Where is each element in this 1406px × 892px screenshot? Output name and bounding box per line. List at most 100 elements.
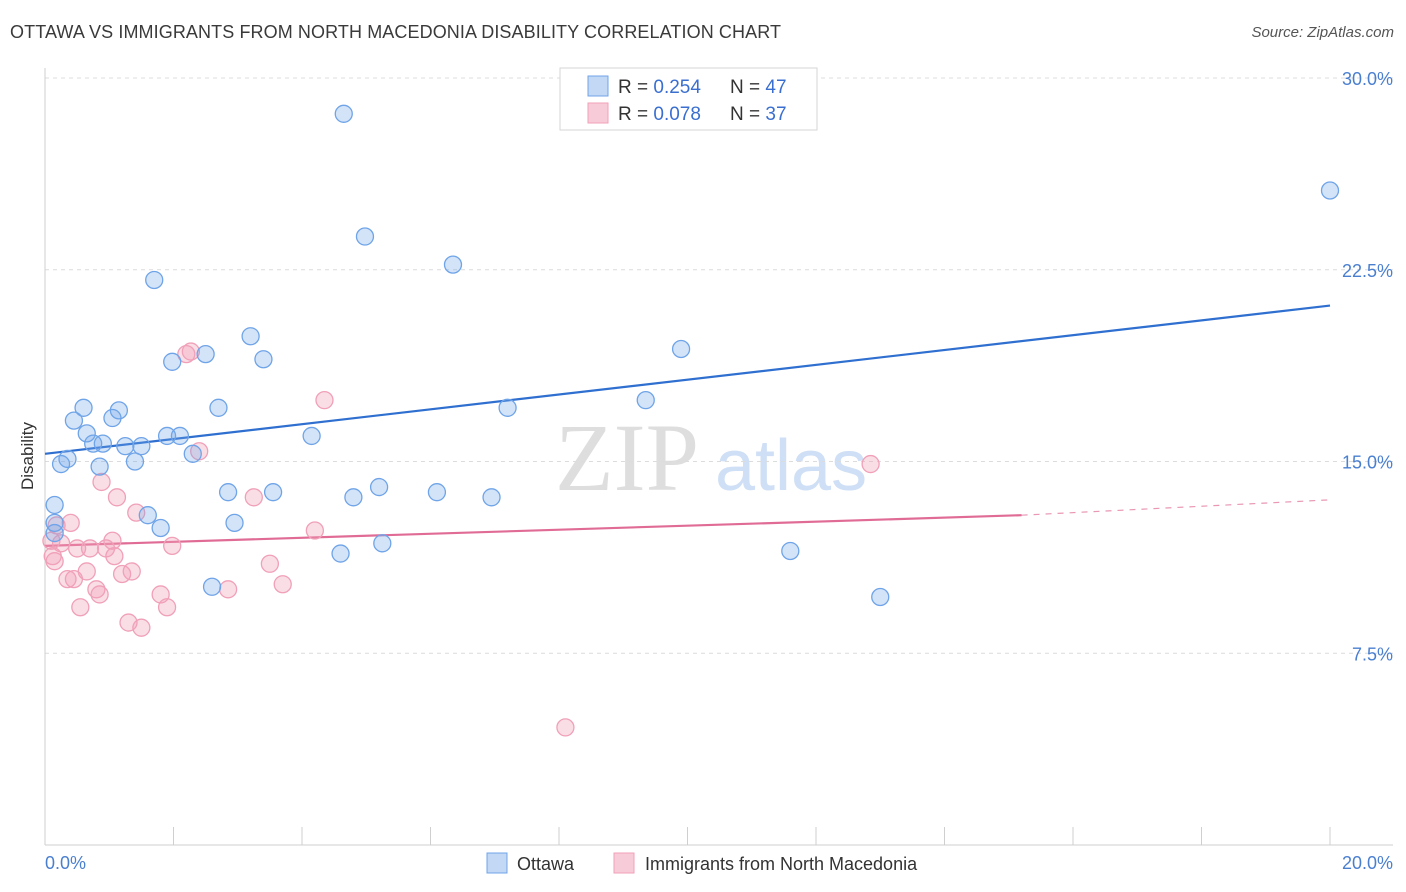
- y-tick-label: 22.5%: [1342, 261, 1393, 281]
- y-tick-label: 7.5%: [1352, 644, 1393, 664]
- point-ottawa: [482, 488, 501, 507]
- point-ottawa: [202, 577, 222, 596]
- legend-r-label-1: R =: [618, 77, 653, 98]
- point-ottawa: [373, 534, 392, 553]
- point-ottawa: [225, 513, 244, 533]
- point-ottawa: [45, 523, 64, 543]
- point-ottawa: [218, 483, 238, 502]
- point-ottawa: [781, 541, 800, 561]
- point-ottawa: [331, 544, 350, 563]
- trend-lines: [44, 304, 1331, 547]
- legend-r-label-2: R =: [618, 104, 653, 125]
- point-ottawa: [344, 488, 363, 507]
- svg-text:N = 47: N = 47: [730, 77, 787, 98]
- point-ottawa: [209, 398, 228, 417]
- point-ottawa: [84, 434, 103, 453]
- point-ottawa: [263, 483, 283, 502]
- bottom-legend: Ottawa Immigrants from North Macedonia: [486, 852, 918, 874]
- legend-n-value-1: 47: [765, 77, 786, 98]
- trend-line-macedonia: [44, 514, 1022, 547]
- watermark-atlas: atlas: [715, 426, 867, 506]
- grid-lines: [45, 77, 1393, 654]
- x-tick-label-max: 20.0%: [1342, 853, 1393, 873]
- point-macedonia: [157, 598, 177, 617]
- point-macedonia: [315, 390, 334, 410]
- point-macedonia: [77, 562, 96, 581]
- top-legend: R = 0.254 N = 47 R = 0.078 N = 37: [559, 67, 818, 131]
- point-ottawa: [132, 437, 151, 456]
- point-ottawa: [183, 444, 202, 463]
- y-tick-label: 15.0%: [1342, 453, 1393, 473]
- point-macedonia: [556, 718, 575, 737]
- point-ottawa: [671, 339, 691, 359]
- point-macedonia: [58, 569, 77, 589]
- point-ottawa: [116, 437, 135, 456]
- x-tick-label-min: 0.0%: [45, 853, 86, 873]
- point-macedonia: [181, 342, 200, 361]
- point-ottawa: [241, 327, 260, 346]
- legend-swatch-macedonia: [587, 102, 609, 124]
- legend-r-value-2: 0.078: [653, 104, 701, 125]
- point-macedonia: [107, 488, 127, 507]
- points-ottawa: [45, 104, 1340, 607]
- source-label: Source: ZipAtlas.com: [1251, 24, 1394, 41]
- svg-text:R = 0.254: R = 0.254: [618, 77, 701, 98]
- point-ottawa: [58, 449, 77, 469]
- point-ottawa: [45, 513, 64, 533]
- point-macedonia: [80, 539, 100, 558]
- point-ottawa: [163, 352, 182, 371]
- point-ottawa: [334, 104, 353, 123]
- point-ottawa: [443, 255, 463, 274]
- svg-text:N = 37: N = 37: [730, 104, 787, 125]
- point-macedonia: [87, 580, 106, 599]
- point-ottawa: [498, 398, 517, 417]
- point-ottawa: [125, 452, 145, 471]
- bottom-legend-label-ottawa: Ottawa: [517, 854, 575, 874]
- point-macedonia: [163, 536, 182, 556]
- point-ottawa: [871, 587, 890, 607]
- point-ottawa: [1320, 181, 1340, 200]
- point-ottawa: [157, 426, 177, 446]
- point-macedonia: [92, 472, 111, 492]
- y-tick-label: 30.0%: [1342, 69, 1393, 89]
- point-macedonia: [67, 539, 87, 558]
- bottom-legend-swatch-macedonia: [613, 852, 635, 874]
- point-ottawa: [90, 457, 109, 476]
- point-macedonia: [45, 552, 64, 571]
- point-ottawa: [355, 227, 375, 246]
- legend-r-value-1: 0.254: [653, 77, 701, 98]
- point-macedonia: [61, 513, 80, 533]
- x-ticks: [44, 827, 1331, 845]
- point-ottawa: [138, 506, 157, 525]
- bottom-legend-label-macedonia: Immigrants from North Macedonia: [645, 854, 918, 874]
- point-macedonia: [861, 454, 880, 474]
- axes: [44, 68, 1393, 846]
- point-ottawa: [427, 483, 447, 502]
- point-ottawa: [151, 518, 170, 538]
- point-ottawa: [636, 390, 655, 410]
- trend-line-macedonia-extension: [1021, 499, 1331, 516]
- trend-line-ottawa: [44, 304, 1331, 455]
- legend-n-value-2: 37: [765, 104, 786, 125]
- point-macedonia: [132, 618, 151, 637]
- point-ottawa: [302, 426, 321, 446]
- chart-title: OTTAWA VS IMMIGRANTS FROM NORTH MACEDONI…: [10, 22, 782, 42]
- bottom-legend-swatch-ottawa: [486, 852, 508, 874]
- point-macedonia: [260, 554, 280, 573]
- point-ottawa: [145, 270, 164, 290]
- svg-text:R = 0.078: R = 0.078: [618, 104, 701, 125]
- point-macedonia: [273, 575, 292, 594]
- point-ottawa: [93, 434, 112, 453]
- point-ottawa: [74, 398, 93, 417]
- legend-n-label-1: N =: [730, 77, 765, 98]
- point-ottawa: [45, 495, 64, 515]
- y-tick-labels: 7.5% 15.0% 22.5% 30.0%: [1342, 69, 1393, 664]
- point-ottawa: [77, 424, 96, 443]
- point-macedonia: [105, 546, 124, 566]
- point-macedonia: [122, 562, 141, 581]
- legend-n-label-2: N =: [730, 104, 765, 125]
- point-macedonia: [71, 598, 90, 617]
- point-macedonia: [127, 503, 146, 522]
- point-macedonia: [90, 585, 109, 604]
